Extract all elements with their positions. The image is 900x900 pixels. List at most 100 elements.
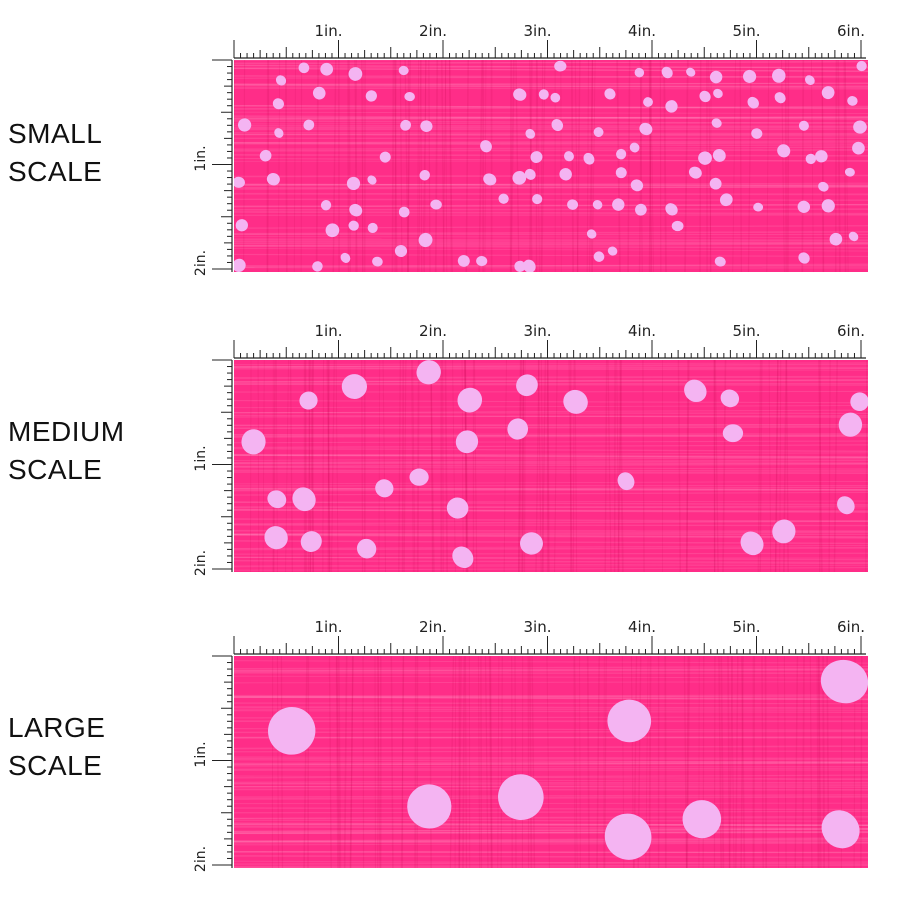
- linen-texture: [234, 469, 868, 472]
- linen-texture: [377, 656, 381, 868]
- polka-dot: [267, 707, 316, 755]
- linen-texture: [234, 133, 868, 137]
- polka-dot: [688, 166, 702, 179]
- linen-texture: [234, 182, 868, 186]
- linen-texture: [234, 375, 868, 379]
- polka-dot: [820, 659, 868, 704]
- linen-texture: [276, 656, 279, 868]
- polka-dot: [349, 203, 363, 217]
- linen-texture: [574, 60, 579, 272]
- linen-texture: [234, 405, 868, 409]
- linen-texture: [768, 360, 772, 572]
- polka-dot: [684, 379, 707, 403]
- ruler-label-v: 1in.: [193, 445, 209, 471]
- linen-texture: [809, 656, 813, 868]
- linen-texture: [234, 828, 868, 833]
- polka-dot: [404, 91, 415, 102]
- linen-texture: [234, 363, 868, 368]
- small-scale-panel: SMALL SCALE 1in. 2in. 3in. 4in. 5in. 6in. 1in.…: [0, 10, 900, 300]
- linen-texture: [411, 360, 414, 572]
- linen-texture: [484, 656, 489, 868]
- linen-texture: [234, 736, 868, 739]
- polka-dot: [507, 418, 529, 440]
- linen-texture: [234, 520, 868, 525]
- ruler-label-h: 6in.: [837, 618, 865, 636]
- polka-dot: [713, 88, 723, 99]
- linen-texture: [234, 85, 868, 88]
- polka-dot: [722, 424, 744, 443]
- linen-texture: [484, 60, 487, 272]
- linen-texture: [234, 454, 868, 459]
- large-polka-dot-pattern: [234, 656, 868, 868]
- linen-texture: [234, 842, 868, 846]
- linen-texture: [234, 67, 868, 72]
- linen-texture: [234, 665, 868, 670]
- linen-texture: [607, 360, 612, 572]
- linen-texture: [489, 656, 493, 868]
- polka-dot: [348, 67, 363, 81]
- linen-texture: [394, 60, 398, 272]
- ruler-label-h: 5in.: [733, 22, 761, 40]
- linen-texture: [488, 656, 493, 868]
- linen-texture: [399, 60, 403, 272]
- linen-texture: [234, 64, 868, 69]
- linen-texture: [234, 457, 868, 461]
- linen-texture: [616, 360, 620, 572]
- linen-texture: [234, 675, 868, 679]
- large-label-line2: SCALE: [8, 750, 103, 781]
- polka-dot: [452, 546, 474, 569]
- polka-dot: [804, 75, 815, 86]
- linen-texture: [448, 60, 453, 272]
- linen-texture: [648, 60, 653, 272]
- linen-texture: [234, 231, 868, 235]
- linen-texture: [234, 122, 868, 125]
- linen-texture: [336, 656, 340, 868]
- polka-dot: [686, 67, 696, 77]
- linen-texture: [266, 60, 269, 272]
- linen-texture: [519, 360, 523, 572]
- linen-texture: [234, 840, 868, 844]
- medium-scale-panel: MEDIUM SCALE 1in. 2in. 3in. 4in. 5in. 6in. 1in…: [0, 308, 900, 598]
- linen-texture: [454, 656, 457, 868]
- linen-texture: [639, 60, 643, 272]
- polka-dot: [617, 472, 635, 491]
- polka-dot: [551, 119, 564, 132]
- polka-dot: [398, 206, 410, 218]
- linen-texture: [234, 500, 868, 503]
- polka-dot: [519, 532, 543, 555]
- polka-dot: [550, 92, 561, 103]
- linen-texture: [234, 111, 868, 115]
- polka-dot: [709, 177, 722, 190]
- linen-texture: [234, 564, 868, 568]
- linen-texture: [234, 236, 868, 238]
- polka-dot: [480, 140, 492, 153]
- linen-texture: [234, 757, 868, 760]
- ruler-label-h: 1in.: [315, 322, 343, 340]
- linen-texture: [328, 656, 332, 868]
- linen-texture: [234, 146, 868, 150]
- linen-texture: [322, 360, 325, 572]
- linen-texture: [449, 60, 453, 272]
- linen-texture: [234, 116, 868, 121]
- linen-texture: [234, 695, 868, 700]
- polka-dot: [346, 176, 361, 191]
- polka-dot: [774, 92, 786, 104]
- linen-texture: [234, 453, 868, 458]
- linen-texture: [390, 656, 394, 868]
- linen-texture: [414, 656, 417, 868]
- linen-texture: [234, 160, 868, 162]
- linen-texture: [234, 459, 868, 464]
- linen-texture: [234, 508, 868, 514]
- large-fabric-swatch: [234, 656, 868, 868]
- linen-texture: [234, 486, 868, 491]
- linen-texture: [727, 656, 731, 868]
- polka-dot: [398, 65, 409, 76]
- linen-texture: [531, 656, 536, 868]
- linen-texture: [686, 656, 689, 868]
- polka-dot: [856, 60, 867, 72]
- linen-texture: [335, 360, 339, 572]
- linen-texture: [234, 518, 868, 523]
- linen-texture: [234, 694, 868, 699]
- linen-texture: [243, 60, 246, 272]
- linen-texture: [234, 823, 868, 827]
